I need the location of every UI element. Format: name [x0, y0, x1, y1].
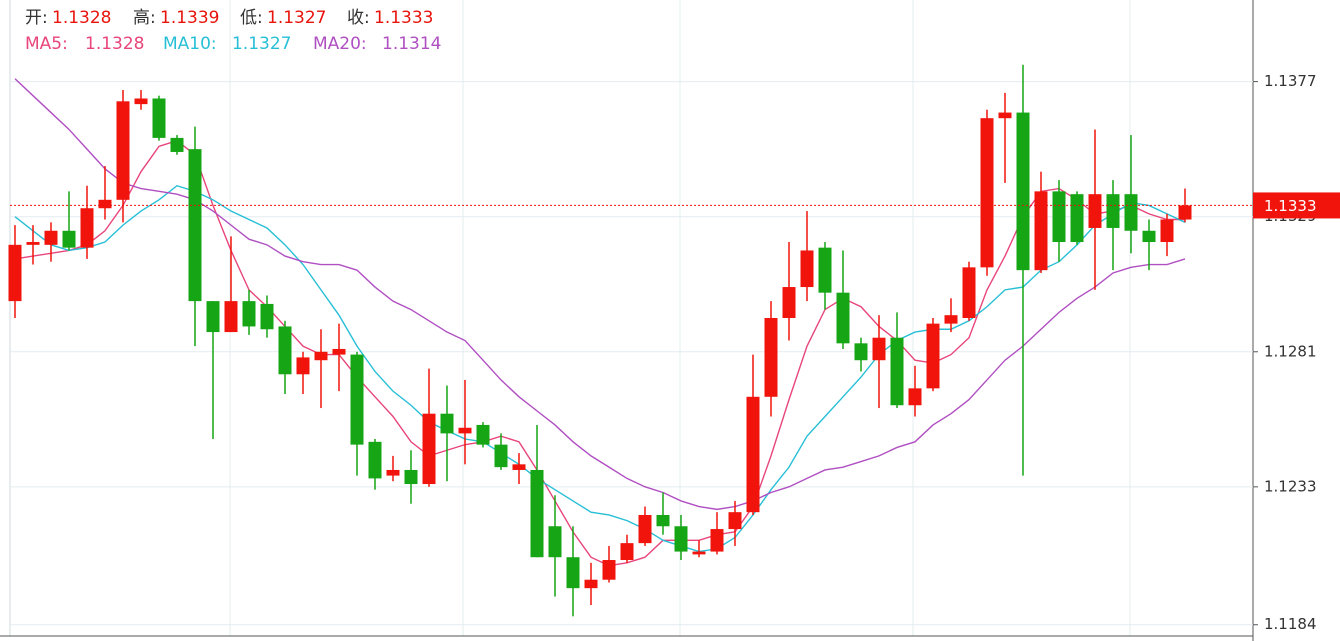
candle-body — [602, 560, 616, 580]
candle-body — [494, 444, 508, 468]
header: 开: 1.1328 高: 1.1339 低: 1.1327 收: 1.1333 … — [25, 8, 441, 54]
candle-body — [584, 579, 598, 589]
candle-body — [1070, 194, 1084, 243]
candle-body — [944, 315, 958, 324]
legend-label: MA10: — [163, 34, 217, 54]
candle-body — [1178, 205, 1192, 220]
candle-body — [980, 118, 994, 268]
candle-body — [1106, 194, 1120, 228]
candle-body — [638, 514, 652, 544]
candle-body — [386, 469, 400, 476]
candle-body — [872, 337, 886, 361]
candle-body — [242, 301, 256, 327]
candle-body — [836, 292, 850, 344]
high-label: 高: — [133, 8, 156, 28]
candle-body — [746, 396, 760, 513]
candle-body — [476, 424, 490, 445]
y-tick-label: 1.1281 — [1264, 342, 1317, 360]
candle-body — [26, 242, 40, 245]
candle-body — [80, 208, 94, 248]
candle-body — [296, 357, 310, 375]
candle-body — [278, 326, 292, 375]
candle-body — [782, 287, 796, 318]
candle-body — [1160, 219, 1174, 243]
candle-body — [206, 301, 220, 333]
candle-body — [260, 303, 274, 330]
price-label: 1.1333 — [1264, 197, 1317, 215]
low-label: 低: — [240, 8, 263, 28]
candle-body — [458, 427, 472, 434]
y-tick-label: 1.1377 — [1264, 72, 1317, 90]
candle-body — [188, 149, 202, 302]
candle-body — [854, 343, 868, 361]
candle-body — [674, 526, 688, 552]
candle-body — [422, 413, 436, 485]
candle-body — [8, 244, 22, 302]
ma-lines — [14, 78, 1186, 567]
candle-body — [926, 323, 940, 389]
ma-line — [14, 184, 1186, 553]
frame — [0, 0, 1254, 641]
legend-value: 1.1327 — [232, 34, 291, 54]
y-tick-label: 1.1184 — [1264, 615, 1317, 633]
candle-body — [1016, 112, 1030, 271]
candle-body — [62, 230, 76, 248]
candle-body — [512, 464, 526, 470]
close-label: 收: — [347, 8, 370, 28]
candle-body — [350, 354, 364, 445]
high-value: 1.1339 — [160, 8, 219, 28]
candle-body — [800, 250, 814, 288]
candle-body — [98, 199, 112, 209]
candle-body — [890, 337, 904, 406]
candle-body — [116, 101, 130, 200]
candle-body — [710, 529, 724, 552]
current-price: 1.1333 — [10, 192, 1340, 219]
open-label: 开: — [25, 8, 48, 28]
candle-body — [692, 551, 706, 555]
legend-value: 1.1328 — [85, 34, 144, 54]
ma-line — [14, 78, 1186, 511]
candle-body — [962, 267, 976, 318]
candle-body — [152, 98, 166, 138]
candle-body — [1034, 191, 1048, 271]
candle-body — [620, 543, 634, 561]
candle-body — [818, 247, 832, 293]
candle-body — [224, 301, 238, 333]
low-value: 1.1327 — [267, 8, 326, 28]
close-value: 1.1333 — [374, 8, 433, 28]
candle-body — [44, 230, 58, 245]
price-box — [1253, 192, 1340, 219]
candle-body — [1088, 194, 1102, 228]
candle-body — [314, 351, 328, 361]
legend-label: MA5: — [25, 34, 68, 54]
candle-body — [530, 469, 544, 558]
legend-label: MA20: — [313, 34, 367, 54]
candle-body — [548, 526, 562, 558]
legend-value: 1.1314 — [382, 34, 441, 54]
candle-body — [1052, 191, 1066, 243]
candle-body — [368, 441, 382, 479]
candle-body — [764, 318, 778, 397]
candle-body — [134, 98, 148, 105]
candle-body — [1124, 194, 1138, 231]
candle-body — [908, 388, 922, 406]
candle-body — [1142, 230, 1156, 243]
candle-body — [332, 348, 346, 355]
candle-body — [998, 112, 1012, 119]
candle-body — [728, 512, 742, 530]
candle-body — [566, 557, 580, 589]
candle-body — [404, 469, 418, 485]
candle-body — [656, 514, 670, 527]
candle-body — [440, 413, 454, 434]
candle-body — [170, 137, 184, 152]
ma-line — [14, 139, 1185, 567]
y-tick-label: 1.1233 — [1264, 477, 1317, 495]
candles — [8, 64, 1192, 617]
open-value: 1.1328 — [52, 8, 111, 28]
